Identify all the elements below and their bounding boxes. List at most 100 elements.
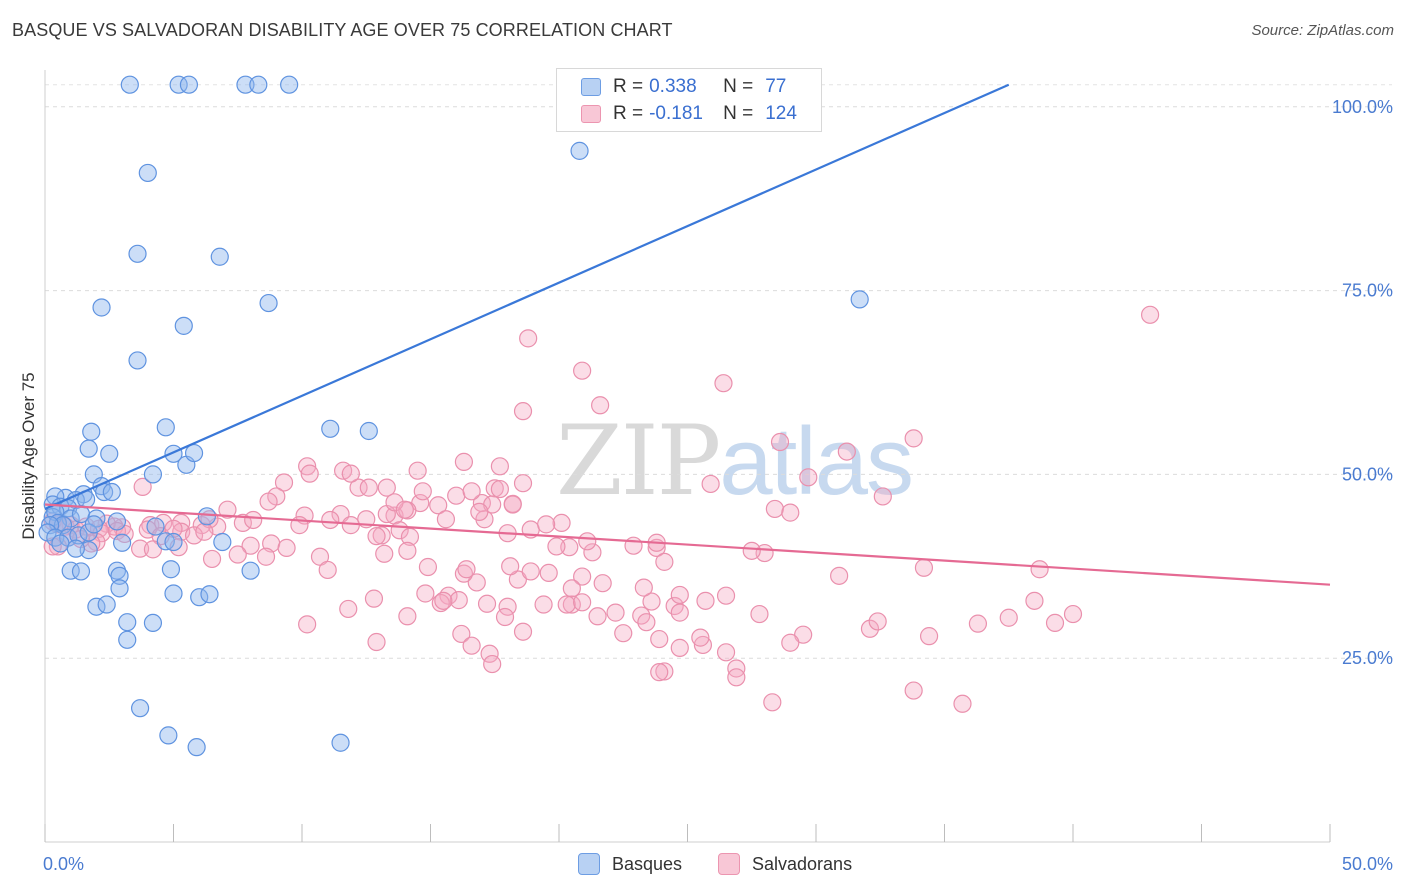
salvadorans-point — [416, 584, 435, 603]
salvadorans-point — [256, 547, 276, 566]
basques-trend-line — [44, 83, 1010, 510]
salvadorans-point — [244, 510, 263, 530]
salvadorans-point — [519, 329, 538, 348]
salvadorans-point — [1063, 604, 1083, 624]
basques-point — [187, 738, 206, 757]
basques-point — [259, 293, 278, 313]
salvadorans-point — [670, 603, 689, 622]
salvadorans-point — [298, 457, 317, 476]
basques-point — [120, 75, 139, 94]
salvadorans-point — [470, 502, 489, 521]
basques-point — [102, 482, 121, 502]
salvadorans-point — [614, 624, 633, 643]
legend-item-basques[interactable]: Basques — [578, 852, 682, 876]
basques-point — [69, 526, 88, 545]
salvadorans-point — [799, 468, 818, 487]
salvadorans-point — [670, 638, 689, 657]
salvadorans-point — [914, 558, 934, 577]
salvadorans-point — [953, 694, 972, 713]
salvadorans-point — [578, 532, 597, 551]
salvadorans-point — [259, 492, 278, 511]
legend-swatch-salvadorans — [718, 853, 740, 875]
salvadorans-point — [274, 473, 294, 492]
salvadorans-point — [624, 536, 643, 555]
salvadorans-point — [341, 464, 360, 483]
x-tick-label: 50.0% — [1342, 854, 1393, 874]
salvadorans-point — [537, 515, 556, 534]
salvadorans-point — [637, 613, 656, 632]
salvadorans-point — [904, 429, 923, 448]
watermark: ZIPatlas — [556, 405, 914, 517]
salvadorans-point — [513, 402, 533, 421]
salvadorans-point — [521, 562, 540, 581]
salvadorans-point — [650, 629, 669, 649]
basques-point — [213, 532, 232, 552]
basques-point — [66, 539, 85, 558]
basques-point — [100, 444, 119, 463]
salvadorans-point — [372, 526, 391, 545]
salvadorans-point — [413, 482, 432, 501]
basques-point — [118, 613, 137, 632]
salvadorans-point — [781, 633, 800, 652]
basques-point — [249, 75, 268, 94]
trend-lines — [44, 83, 1331, 586]
salvadorans-point — [650, 663, 669, 682]
basques-point — [118, 630, 137, 649]
salvadorans-point — [573, 361, 592, 380]
salvadorans-point — [218, 500, 237, 519]
legend-swatch-salvadorans — [581, 105, 601, 123]
salvadorans-trend-line — [44, 503, 1331, 586]
salvadorans-point — [696, 591, 715, 610]
axis-labels: 25.0% 50.0% 75.0% 100.0% 0.0% 50.0% Disability… — [19, 97, 1393, 874]
salvadorans-point — [241, 536, 260, 555]
salvadorans-point — [321, 510, 340, 530]
basques-point — [210, 247, 229, 266]
salvadorans-point — [655, 662, 674, 681]
basques-point — [179, 75, 199, 94]
salvadorans-point — [130, 539, 150, 558]
basques-point — [164, 584, 183, 603]
salvadorans-point — [837, 442, 856, 461]
basques-point — [79, 439, 98, 458]
salvadorans-point — [385, 493, 404, 512]
basques-point — [190, 588, 209, 607]
salvadorans-point — [364, 589, 384, 608]
source-credit: Source: ZipAtlas.com — [1251, 22, 1394, 39]
salvadorans-point — [133, 477, 152, 496]
salvadorans-point — [452, 624, 471, 644]
salvadorans-point — [919, 627, 939, 646]
salvadorans-point — [904, 681, 923, 700]
legend-n-label: N = — [723, 76, 754, 97]
salvadorans-point — [339, 599, 358, 619]
data-points — [38, 75, 1160, 757]
basques-point — [156, 532, 175, 551]
salvadorans-point — [483, 654, 502, 674]
basques-point — [110, 566, 129, 585]
basques-point — [84, 515, 103, 534]
legend-item-salvadorans[interactable]: Salvadorans — [718, 852, 852, 876]
y-tick-label: 100.0% — [1332, 97, 1393, 117]
salvadorans-point — [794, 625, 813, 644]
basques-point — [236, 75, 255, 94]
salvadorans-point — [501, 557, 520, 576]
salvadorans-point — [1025, 591, 1044, 610]
salvadorans-point — [449, 591, 468, 610]
legend-n-value-salvadorans: 124 — [765, 103, 797, 124]
basques-point — [159, 726, 178, 745]
salvadorans-point — [454, 452, 474, 471]
salvadorans-point — [560, 538, 579, 557]
salvadorans-point — [408, 461, 427, 480]
salvadorans-point — [298, 615, 317, 634]
salvadorans-point — [1030, 560, 1049, 579]
legend-row-basques: R = 0.338 N = 77 — [581, 75, 786, 99]
basques-point — [184, 443, 204, 463]
legend-swatch-basques — [578, 853, 600, 875]
salvadorans-point — [727, 668, 746, 687]
salvadorans-point — [1045, 613, 1065, 632]
y-tick-label: 25.0% — [1342, 648, 1393, 668]
basques-point — [112, 533, 132, 552]
basques-point — [164, 532, 183, 552]
salvadorans-point — [573, 593, 592, 612]
salvadorans-point — [318, 560, 337, 580]
